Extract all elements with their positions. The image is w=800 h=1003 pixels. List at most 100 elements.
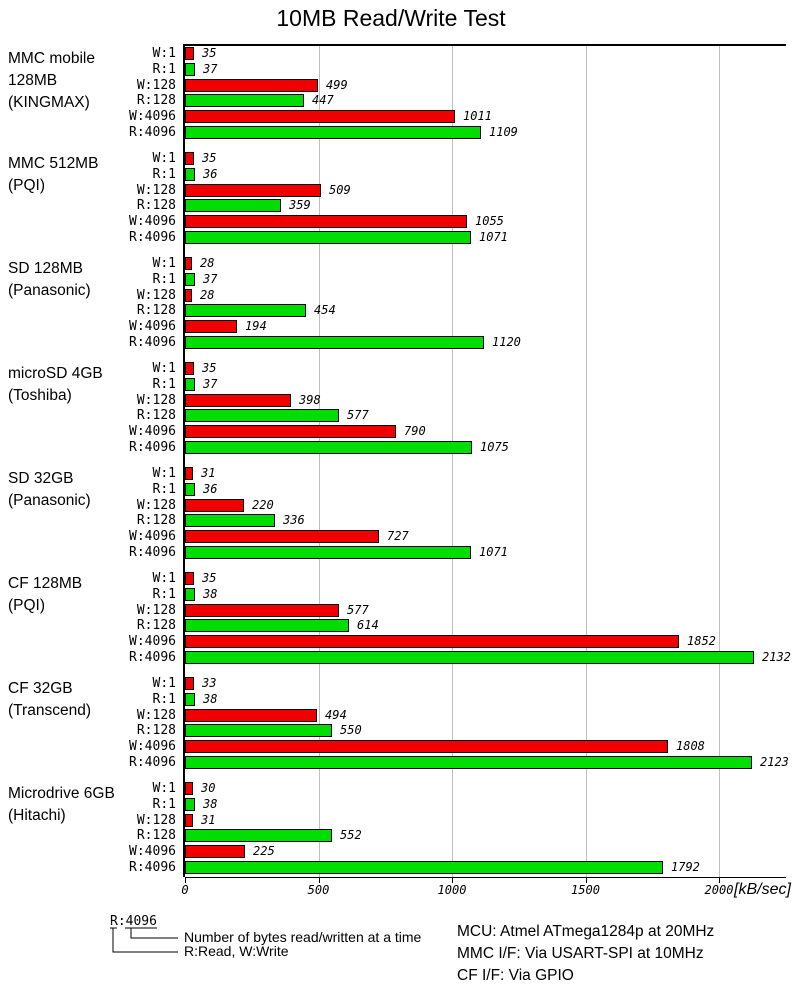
read-bar — [185, 588, 195, 601]
write-bar — [185, 110, 455, 123]
row-label: W:4096 — [129, 844, 176, 859]
read-bar — [185, 514, 275, 527]
row-label: R:128 — [136, 618, 176, 633]
bar-value-label: 28 — [200, 256, 215, 270]
device-label: CF 128MB (PQI) — [8, 573, 82, 617]
info-mcu: MCU: Atmel ATmega1284p at 20MHz — [457, 923, 715, 940]
row-label: R:4096 — [129, 335, 176, 350]
bar-value-label: 398 — [299, 393, 321, 407]
device-label-line: (Panasonic) — [8, 282, 91, 299]
row-label: W:4096 — [129, 634, 176, 649]
write-bar — [185, 320, 237, 333]
read-bar — [185, 94, 304, 107]
gridline — [318, 46, 320, 877]
read-bar — [185, 798, 195, 811]
bar-value-label: 577 — [347, 408, 369, 422]
bar-value-label: 37 — [203, 377, 218, 391]
write-bar — [185, 425, 396, 438]
row-label: R:1 — [152, 797, 176, 812]
row-label: W:128 — [136, 288, 176, 303]
device-label: Microdrive 6GB (Hitachi) — [8, 783, 115, 827]
bar-value-label: 30 — [201, 781, 216, 795]
bar-value-label: 37 — [203, 62, 218, 76]
bar-value-label: 614 — [357, 618, 379, 632]
info-mmc-if: MMC I/F: Via USART-SPI at 10MHz — [457, 945, 704, 962]
bar-value-label: 225 — [253, 844, 275, 858]
bar-value-label: 37 — [203, 272, 218, 286]
write-bar — [185, 289, 192, 302]
device-label-line: CF 128MB — [8, 575, 83, 592]
write-bar — [185, 47, 194, 60]
row-label: R:1 — [152, 167, 176, 182]
write-bar — [185, 530, 379, 543]
row-label: W:128 — [136, 813, 176, 828]
row-label: R:1 — [152, 62, 176, 77]
read-bar — [185, 231, 471, 244]
row-label: W:128 — [136, 708, 176, 723]
x-axis-unit-label: [kB/sec] — [734, 881, 791, 898]
row-label: W:4096 — [129, 424, 176, 439]
bar-value-label: 509 — [329, 183, 351, 197]
row-label: W:128 — [136, 183, 176, 198]
bar-value-label: 499 — [326, 78, 348, 92]
device-label: SD 128MB (Panasonic) — [8, 258, 91, 302]
write-bar — [185, 394, 291, 407]
bar-value-label: 359 — [289, 198, 311, 212]
system-info: MCU: Atmel ATmega1284p at 20MHz MMC I/F:… — [457, 921, 714, 987]
bar-value-label: 35 — [202, 361, 217, 375]
row-label: W:4096 — [129, 214, 176, 229]
bar-value-label: 454 — [314, 303, 336, 317]
row-label: R:128 — [136, 513, 176, 528]
row-label: R:1 — [152, 587, 176, 602]
read-bar — [185, 619, 349, 632]
row-label: R:1 — [152, 482, 176, 497]
bar-value-label: 36 — [203, 482, 218, 496]
read-bar — [185, 693, 195, 706]
axis-tick-label: 0 — [181, 883, 189, 897]
legend-example-label: R:4096 — [110, 914, 157, 929]
read-bar — [185, 829, 332, 842]
device-label-line: MMC 512MB — [8, 155, 99, 172]
row-label: W:1 — [152, 46, 176, 61]
read-bar — [185, 861, 663, 874]
row-label: W:4096 — [129, 319, 176, 334]
bar-value-label: 28 — [200, 288, 215, 302]
row-label: R:4096 — [129, 650, 176, 665]
bar-value-label: 577 — [347, 603, 369, 617]
gridline — [452, 46, 453, 877]
row-label: R:4096 — [129, 545, 176, 560]
device-label: SD 32GB (Panasonic) — [8, 468, 91, 512]
bar-value-label: 1109 — [489, 125, 518, 139]
axis-tick — [452, 878, 453, 883]
read-bar — [185, 199, 281, 212]
bar-value-label: 35 — [202, 571, 217, 585]
bar-value-label: 35 — [202, 151, 217, 165]
row-label: W:4096 — [129, 529, 176, 544]
row-label: W:1 — [152, 466, 176, 481]
device-label-line: CF 32GB — [8, 680, 73, 697]
write-bar — [185, 845, 245, 858]
read-bar — [185, 63, 195, 76]
bar-value-label: 550 — [340, 723, 362, 737]
write-bar — [185, 184, 321, 197]
read-bar — [185, 409, 339, 422]
write-bar — [185, 79, 318, 92]
row-label: R:1 — [152, 377, 176, 392]
bar-label-legend: R:4096 Number of bytes read/written at a… — [110, 914, 422, 959]
device-label-line: SD 128MB — [8, 260, 83, 277]
bar-value-label: 194 — [245, 319, 267, 333]
row-label: W:1 — [152, 361, 176, 376]
bar-value-label: 31 — [201, 466, 216, 480]
device-label: microSD 4GB (Toshiba) — [8, 363, 103, 407]
read-bar — [185, 546, 471, 559]
bar-value-label: 1120 — [492, 335, 521, 349]
row-label: W:4096 — [129, 109, 176, 124]
row-label: R:128 — [136, 723, 176, 738]
bar-value-label: 1071 — [479, 545, 508, 559]
row-label: R:1 — [152, 692, 176, 707]
read-bar — [185, 651, 754, 664]
axis-tick — [318, 878, 320, 883]
write-bar — [185, 635, 679, 648]
write-bar — [185, 677, 194, 690]
